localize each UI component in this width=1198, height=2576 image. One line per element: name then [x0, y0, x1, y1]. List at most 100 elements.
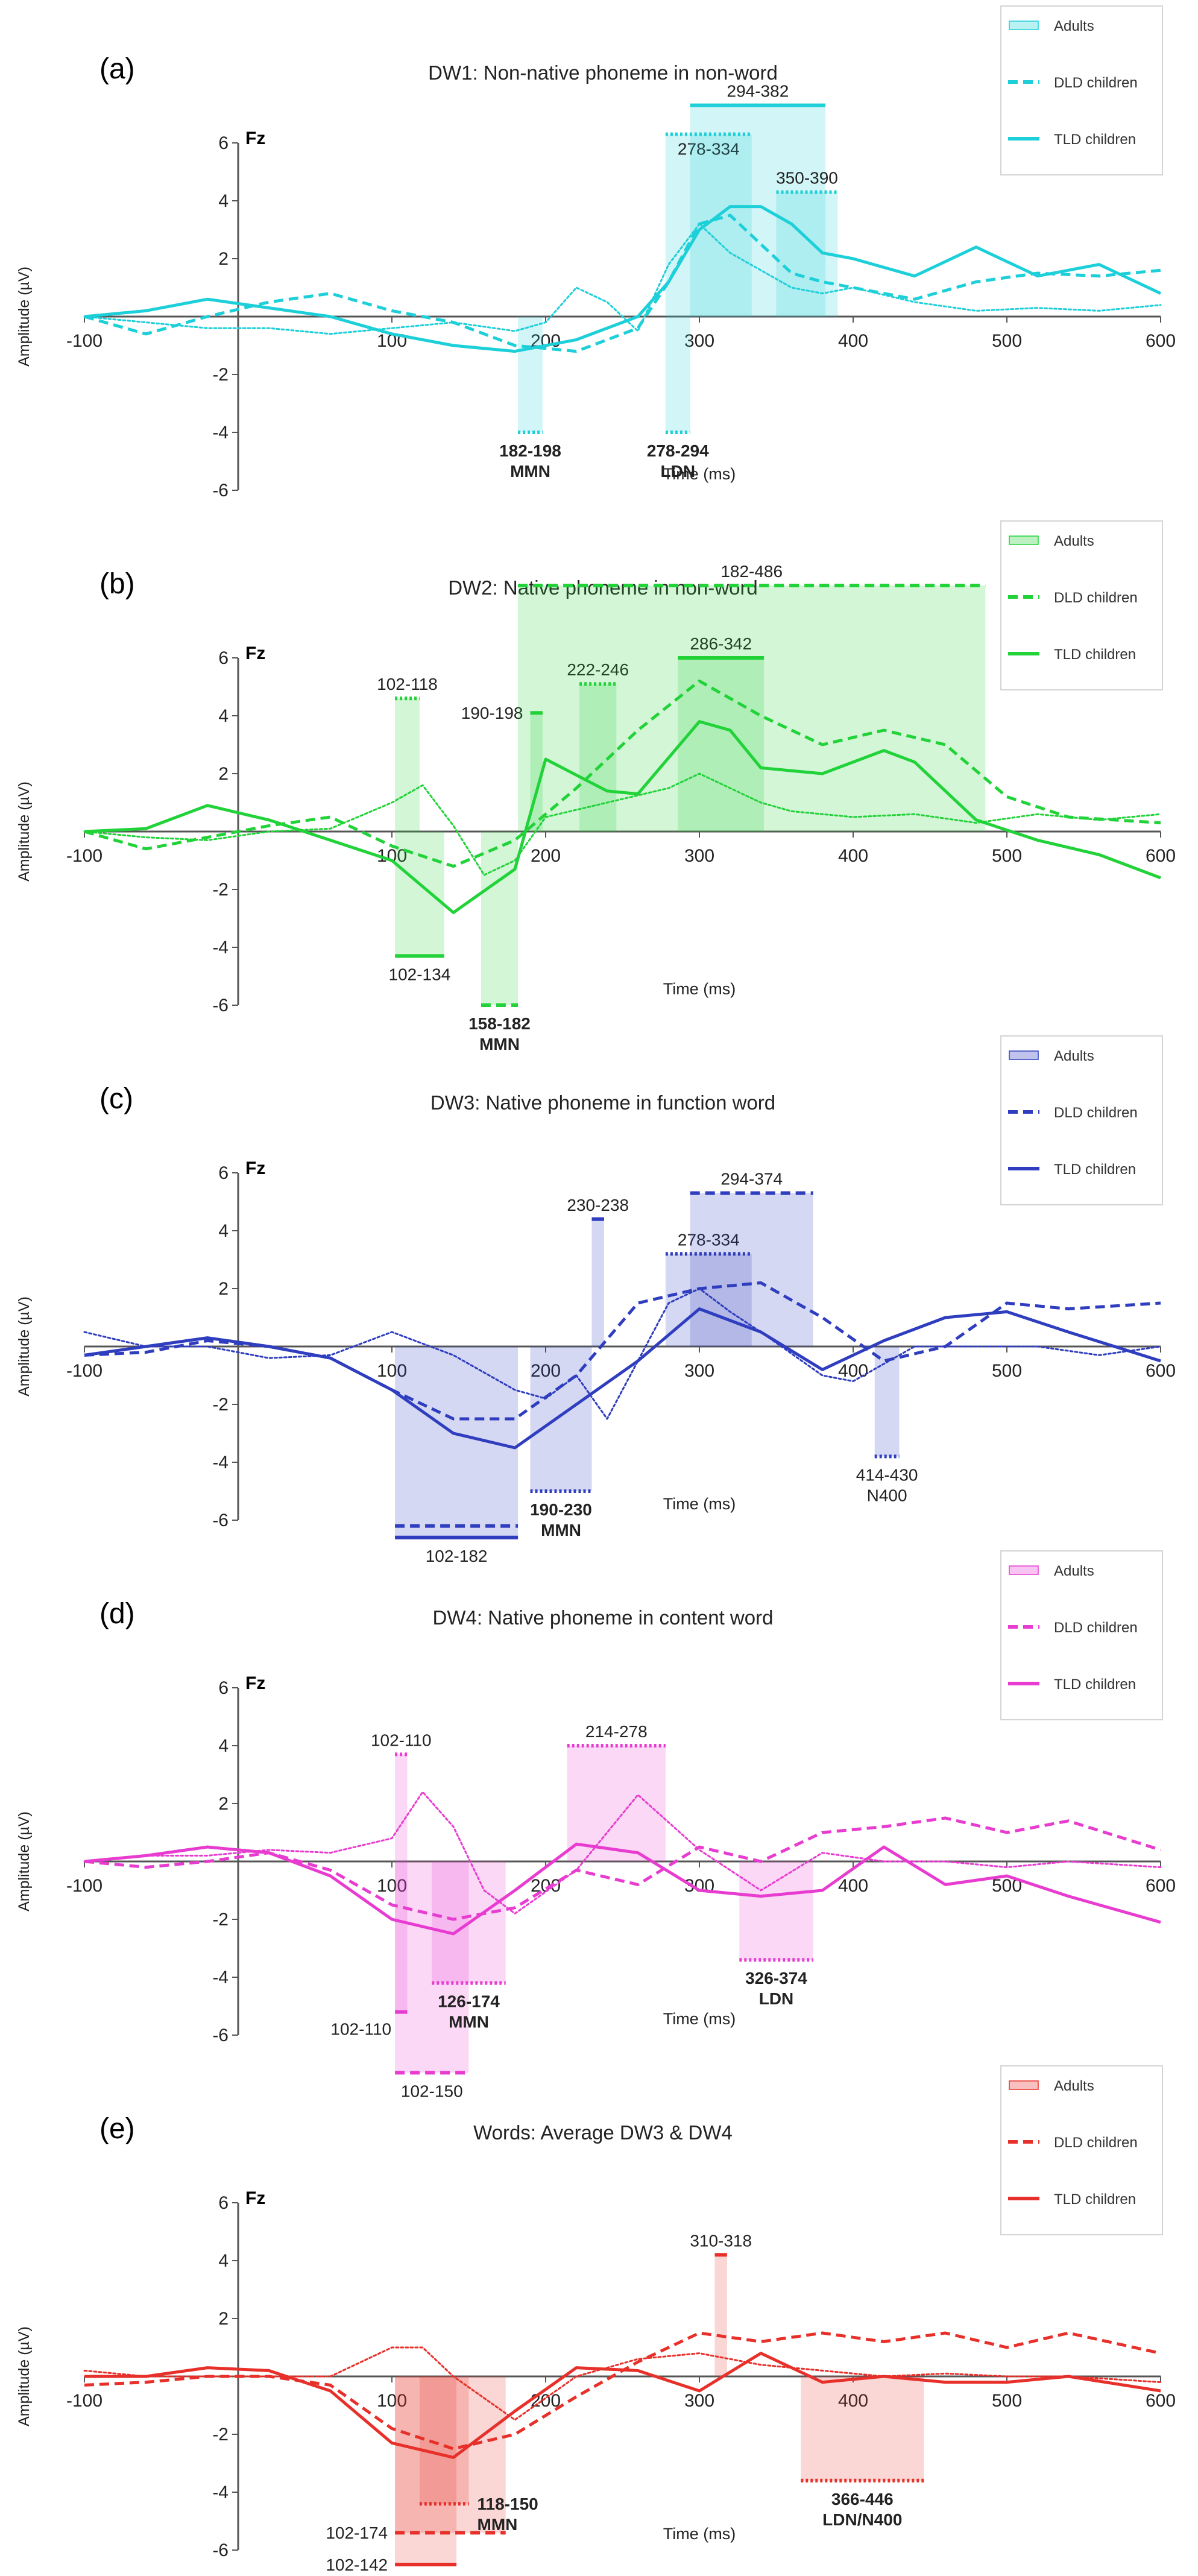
legend-entry: DLD children	[1054, 75, 1138, 91]
series-line-solid	[84, 1307, 1161, 1450]
legend-box	[1000, 5, 1163, 175]
legend-swatch	[1009, 21, 1039, 30]
x-tick-label: 400	[838, 331, 868, 351]
series-line-dotted	[83, 772, 1162, 876]
window-label: 118-150	[478, 2495, 538, 2513]
x-tick-label: 300	[684, 1361, 714, 1381]
window-shade	[714, 2255, 727, 2376]
y-tick-label: -4	[212, 2483, 229, 2502]
legend-entry: TLD children	[1054, 1161, 1136, 1178]
legend-entry: DLD children	[1054, 2135, 1138, 2151]
panel-label: (a)	[99, 53, 135, 85]
window-label: 366-446	[831, 2490, 894, 2508]
x-tick-label: 600	[1146, 331, 1176, 351]
window-shade	[665, 317, 690, 432]
y-axis-label: Amplitude (µV)	[16, 1811, 33, 1911]
window-label: 102-150	[401, 2082, 463, 2100]
y-axis-label: Amplitude (µV)	[16, 267, 33, 367]
legend-box	[1000, 2065, 1163, 2235]
x-tick-label: 600	[1146, 1361, 1176, 1381]
window-label: 294-382	[727, 82, 789, 101]
window-label: 414-430	[856, 1465, 918, 1484]
window-shade	[395, 2376, 457, 2565]
window-sublabel: N400	[867, 1486, 907, 1504]
legend-entry: TLD children	[1054, 2191, 1136, 2208]
x-tick-label: 200	[531, 1876, 561, 1896]
y-tick-label: -4	[212, 423, 229, 443]
x-tick-label: 400	[838, 2391, 868, 2411]
y-tick-label: -6	[212, 1511, 229, 1530]
panel-label: (d)	[99, 1598, 135, 1630]
window-shade	[395, 1754, 408, 1861]
window-shade	[419, 2376, 469, 2504]
y-tick-label: 4	[218, 1736, 229, 1756]
y-tick-label: 6	[218, 1163, 229, 1183]
x-tick-label: 400	[838, 1876, 868, 1896]
series-line-dashed	[84, 2331, 1161, 2451]
window-label: 294-374	[720, 1170, 783, 1189]
x-tick-label: 200	[531, 846, 561, 866]
window-label: 102-118	[377, 675, 438, 693]
legend-entry: Adults	[1054, 1048, 1094, 1064]
electrode-label: Fz	[245, 643, 265, 663]
y-tick-label: -2	[212, 2425, 229, 2445]
series-line-dashed	[84, 679, 1161, 868]
window-label: 222-246	[567, 660, 629, 679]
window-shade	[874, 1346, 900, 1457]
window-sublabel: MMN	[449, 2013, 489, 2031]
chart-title: DW1: Non-native phoneme in non-word	[428, 62, 778, 84]
y-tick-label: 4	[218, 1221, 229, 1241]
legend-entry: TLD children	[1054, 1676, 1136, 1693]
y-tick-label: -2	[212, 880, 229, 900]
panel-4: (d) DW4: Native phoneme in content word Ad…	[16, 1550, 1176, 2100]
y-tick-label: -6	[212, 2025, 229, 2045]
window-shade	[395, 832, 444, 956]
window-shade	[665, 1254, 752, 1346]
series-line-dashed	[84, 1281, 1161, 1421]
x-tick-label: 200	[531, 2391, 561, 2411]
y-axis-label: Amplitude (µV)	[16, 2326, 33, 2426]
y-tick-label: 4	[218, 706, 229, 726]
electrode-label: Fz	[245, 2188, 265, 2208]
window-sublabel: MMN	[479, 1035, 520, 1053]
y-tick-label: 2	[218, 249, 229, 269]
x-axis-label: Time (ms)	[663, 980, 736, 998]
window-label: 278-294	[647, 441, 709, 460]
window-shade	[395, 2376, 506, 2533]
window-label: 190-198	[461, 704, 523, 722]
legend-entry: DLD children	[1054, 1620, 1138, 1636]
window-shade	[690, 1193, 813, 1346]
panel-1: (a) DW1: Non-native phoneme in non-word Ad…	[16, 5, 1176, 500]
y-tick-label: 6	[218, 2193, 229, 2213]
window-label: 182-486	[720, 562, 783, 581]
window-label: 102-174	[326, 2524, 388, 2542]
window-shade	[665, 134, 752, 317]
legend-entry: DLD children	[1054, 1105, 1138, 1121]
x-tick-label: -100	[66, 846, 102, 866]
y-tick-label: -4	[212, 938, 229, 958]
y-tick-label: -2	[212, 365, 229, 385]
window-sublabel: MMN	[478, 2515, 518, 2534]
window-label: 230-238	[567, 1196, 629, 1214]
window-label: 102-110	[330, 2020, 391, 2039]
x-tick-label: 100	[377, 2391, 407, 2411]
chart-title: DW4: Native phoneme in content word	[433, 1606, 774, 1629]
window-label: 126-174	[438, 1992, 500, 2011]
x-tick-label: 400	[838, 846, 868, 866]
window-label: 190-230	[530, 1500, 592, 1519]
series-line-solid	[84, 205, 1162, 353]
legend-box	[1000, 1035, 1163, 1205]
x-tick-label: -100	[66, 331, 102, 351]
window-sublabel: MMN	[510, 462, 550, 481]
legend-swatch	[1009, 2080, 1039, 2090]
y-tick-label: 2	[218, 2309, 229, 2329]
x-tick-label: 600	[1146, 2391, 1176, 2411]
window-shade	[567, 1746, 666, 1861]
y-axis-label: Amplitude (µV)	[16, 781, 33, 882]
window-shade	[518, 317, 543, 432]
y-tick-label: -6	[212, 2540, 229, 2560]
y-tick-label: -6	[212, 481, 229, 500]
x-tick-label: 500	[992, 846, 1022, 866]
electrode-label: Fz	[245, 1158, 265, 1178]
